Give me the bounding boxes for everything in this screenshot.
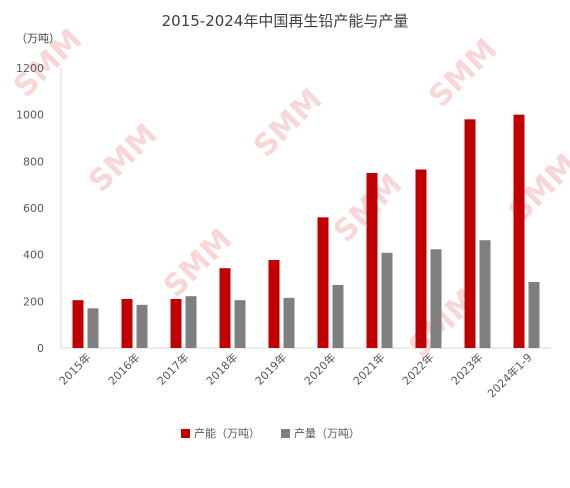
y-tick-label: 200: [23, 295, 44, 308]
bar-capacity: [464, 119, 476, 348]
bar-output: [528, 281, 540, 348]
chart-title: 2015-2024年中国再生铅产能与产量: [162, 12, 409, 30]
y-tick-label: 1000: [16, 109, 44, 122]
x-tick-label: 2016年: [105, 350, 142, 387]
x-tick-label: 2015年: [56, 350, 93, 387]
bar-output: [87, 308, 99, 348]
watermark-text: SMM: [247, 82, 329, 164]
legend-label-output: 产量（万吨）: [294, 426, 360, 440]
watermark-text: SMM: [502, 147, 570, 229]
legend-swatch-output: [281, 429, 290, 438]
bar-output: [430, 249, 442, 348]
x-tick-label: 2021年: [350, 350, 387, 387]
x-tick-label: 2020年: [301, 350, 338, 387]
bar-capacity: [317, 217, 329, 348]
bar-capacity: [415, 169, 427, 348]
legend: 产能（万吨） 产量（万吨）: [181, 426, 360, 440]
bar-output: [332, 285, 344, 348]
watermark-text: SMM: [422, 32, 504, 114]
legend-label-capacity: 产能（万吨）: [194, 426, 260, 440]
y-tick-label: 0: [37, 342, 44, 355]
bars-layer: [72, 114, 540, 349]
bar-capacity: [513, 114, 525, 349]
x-axis-labels: 2015年 2016年 2017年 2018年 2019年 2020年 2021年 2022年…: [56, 350, 534, 400]
y-axis-unit-label: （万吨）: [16, 32, 60, 45]
bar-capacity: [366, 173, 378, 348]
x-tick-label: 2024年1-9: [484, 350, 534, 400]
y-tick-label: 400: [23, 249, 44, 262]
bar-output: [283, 297, 295, 348]
y-tick-label: 1200: [16, 62, 44, 75]
x-tick-label: 2023年: [448, 350, 485, 387]
x-tick-label: 2018年: [203, 350, 240, 387]
bar-output: [136, 304, 148, 348]
bar-capacity: [72, 300, 84, 348]
x-tick-label: 2019年: [252, 350, 289, 387]
bar-capacity: [170, 299, 182, 348]
bar-capacity: [268, 260, 280, 348]
y-tick-label: 800: [23, 155, 44, 168]
x-tick-label: 2017年: [154, 350, 191, 387]
bar-output: [185, 296, 197, 348]
bar-output: [381, 252, 393, 348]
y-tick-label: 600: [23, 202, 44, 215]
y-axis-ticks: 0 200 400 600 800 1000 1200: [16, 62, 44, 355]
bar-output: [479, 240, 491, 348]
legend-swatch-capacity: [181, 429, 190, 438]
bar-capacity: [121, 299, 133, 348]
bar-capacity: [219, 268, 231, 348]
bar-output: [234, 300, 246, 348]
watermark-text: SMM: [82, 117, 164, 199]
